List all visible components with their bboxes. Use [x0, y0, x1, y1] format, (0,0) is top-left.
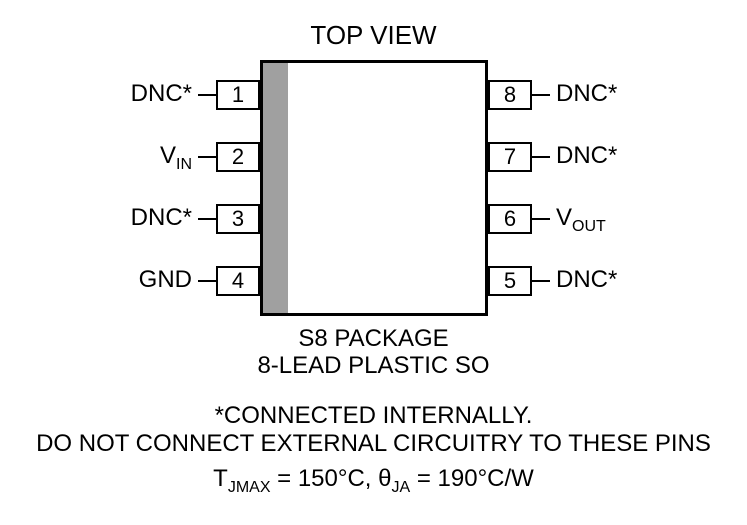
lead-7: [532, 156, 550, 158]
pin-label-4: GND: [139, 266, 192, 294]
pin-label-6-sub: OUT: [572, 218, 606, 235]
title-top-view: TOP VIEW: [0, 20, 747, 51]
theta-symbol: θ: [378, 465, 391, 492]
tjmax-symbol: T: [213, 465, 228, 492]
pin-number-4: 4: [232, 268, 244, 294]
tjmax-value: = 150°C,: [270, 465, 378, 492]
lead-4: [198, 280, 216, 282]
diagram-container: TOP VIEW 1 DNC* 2 VIN 3 DNC* 4 GND 8 DNC…: [0, 0, 747, 525]
pin-label-2-pre: V: [160, 142, 176, 169]
pin-box-6: 6: [488, 204, 532, 234]
pin-box-8: 8: [488, 80, 532, 110]
pin-box-7: 7: [488, 142, 532, 172]
pin-number-3: 3: [232, 206, 244, 232]
pin-label-7: DNC*: [556, 142, 617, 170]
thermal-specs: TJMAX = 150°C, θJA = 190°C/W: [0, 465, 747, 497]
package-name: S8 PACKAGE: [0, 325, 747, 353]
pin-label-3: DNC*: [131, 204, 192, 232]
pin-number-8: 8: [504, 82, 516, 108]
package-desc: 8-LEAD PLASTIC SO: [0, 352, 747, 380]
pin-box-5: 5: [488, 266, 532, 296]
pin-label-1: DNC*: [131, 80, 192, 108]
tjmax-sub: JMAX: [228, 479, 271, 496]
pin-box-1: 1: [216, 80, 260, 110]
dnc-note-line2: DO NOT CONNECT EXTERNAL CIRCUITRY TO THE…: [0, 430, 747, 458]
lead-6: [532, 218, 550, 220]
pin-label-2: VIN: [160, 142, 192, 174]
pin-box-3: 3: [216, 204, 260, 234]
chip-pin1-indicator-bar: [260, 60, 288, 316]
lead-2: [198, 156, 216, 158]
lead-3: [198, 218, 216, 220]
pin-box-2: 2: [216, 142, 260, 172]
pin-label-8: DNC*: [556, 80, 617, 108]
chip-body: [260, 60, 488, 316]
pin-label-6-pre: V: [556, 204, 572, 231]
pin-label-2-sub: IN: [176, 156, 192, 173]
lead-8: [532, 94, 550, 96]
theta-sub: JA: [392, 479, 411, 496]
pin-label-5: DNC*: [556, 266, 617, 294]
pin-number-6: 6: [504, 206, 516, 232]
pin-box-4: 4: [216, 266, 260, 296]
pin-number-7: 7: [504, 144, 516, 170]
pin-number-1: 1: [232, 82, 244, 108]
lead-1: [198, 94, 216, 96]
dnc-note-line1: *CONNECTED INTERNALLY.: [0, 402, 747, 430]
pin-label-6: VOUT: [556, 204, 606, 236]
lead-5: [532, 280, 550, 282]
pin-number-5: 5: [504, 268, 516, 294]
theta-value: = 190°C/W: [410, 465, 534, 492]
pin-number-2: 2: [232, 144, 244, 170]
